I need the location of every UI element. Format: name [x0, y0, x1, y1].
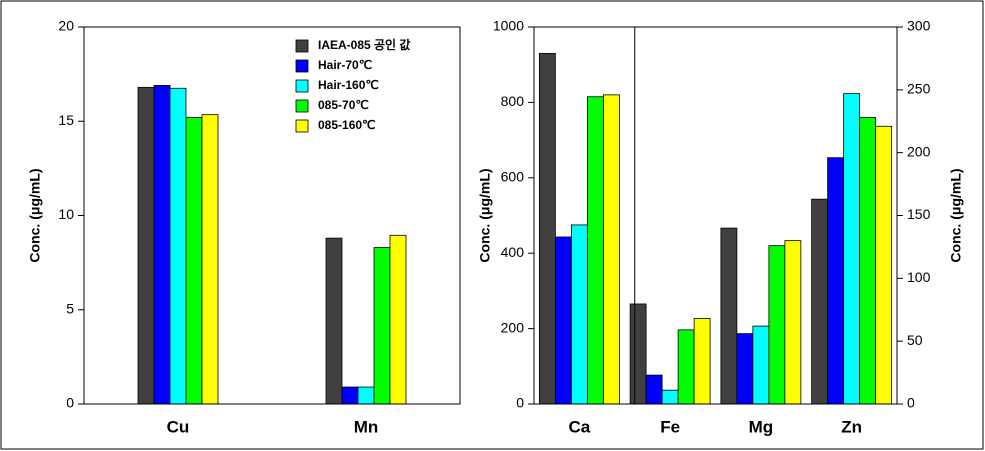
- x-tick-label: Mg: [749, 417, 774, 436]
- x-tick-label: Mn: [354, 417, 379, 436]
- bar: [645, 374, 663, 405]
- bar: [693, 318, 711, 405]
- x-tick-label: Fe: [660, 417, 680, 436]
- y-tick-label: 20: [58, 18, 74, 34]
- legend-swatch: [295, 99, 309, 113]
- legend-label: Hair-70℃: [318, 58, 372, 72]
- y2-tick-label: 0: [907, 395, 915, 411]
- y-tick-label: 200: [501, 319, 525, 335]
- y-tick-label: 800: [501, 93, 525, 109]
- bar: [784, 240, 802, 405]
- legend-label: 085-70℃: [318, 98, 369, 112]
- x-tick-label: Zn: [841, 417, 862, 436]
- bar: [201, 114, 219, 405]
- x-tick-label: Ca: [569, 417, 591, 436]
- bar: [827, 157, 845, 405]
- bar: [341, 386, 359, 405]
- y-tick-label: 10: [58, 206, 74, 222]
- bar: [586, 96, 604, 405]
- y2-tick-label: 200: [907, 143, 931, 159]
- bar: [602, 94, 620, 405]
- y-tick-label: 600: [501, 169, 525, 185]
- bar: [153, 85, 171, 405]
- y-axis-label: Conc. (μg/mL): [477, 168, 493, 262]
- bar: [875, 125, 893, 405]
- y-tick-label: 400: [501, 244, 525, 260]
- y2-tick-label: 250: [907, 81, 931, 97]
- y2-tick-label: 300: [907, 18, 931, 34]
- legend-label: 085-160℃: [318, 118, 376, 132]
- plot-frame: [533, 26, 898, 405]
- y-tick-label: 0: [66, 395, 74, 411]
- bar: [169, 87, 187, 405]
- bar: [859, 117, 877, 405]
- bar: [768, 245, 786, 405]
- y2-axis-label: Conc. (μg/mL): [948, 168, 964, 262]
- bar: [137, 86, 155, 405]
- bar: [373, 247, 391, 405]
- bar: [843, 93, 861, 405]
- y-tick-label: 1000: [493, 18, 524, 34]
- legend-swatch: [295, 119, 309, 133]
- legend-label: Hair-160℃: [318, 78, 379, 92]
- bar: [185, 117, 203, 405]
- bar: [389, 234, 407, 405]
- x-tick-label: Cu: [167, 417, 190, 436]
- legend-swatch: [295, 39, 309, 53]
- bar: [538, 52, 556, 405]
- bar: [357, 386, 375, 405]
- y-tick-label: 0: [516, 395, 524, 411]
- y2-tick-label: 100: [907, 269, 931, 285]
- legend-label: IAEA-085 공인 값: [318, 37, 410, 52]
- bar: [736, 333, 754, 405]
- bar: [752, 325, 770, 405]
- bar: [629, 303, 647, 405]
- bar: [811, 198, 829, 405]
- bar: [570, 224, 588, 405]
- y-tick-label: 5: [66, 300, 74, 316]
- y2-tick-label: 150: [907, 206, 931, 222]
- bar: [677, 329, 695, 405]
- y-axis-label: Conc. (μg/mL): [27, 168, 43, 262]
- bar: [720, 227, 738, 405]
- plot-frame: [83, 26, 461, 405]
- y-tick-label: 15: [58, 112, 74, 128]
- bar: [661, 389, 679, 405]
- bar: [325, 237, 343, 405]
- bar: [554, 236, 572, 405]
- legend-swatch: [295, 79, 309, 93]
- y2-tick-label: 50: [907, 332, 923, 348]
- legend-swatch: [295, 59, 309, 73]
